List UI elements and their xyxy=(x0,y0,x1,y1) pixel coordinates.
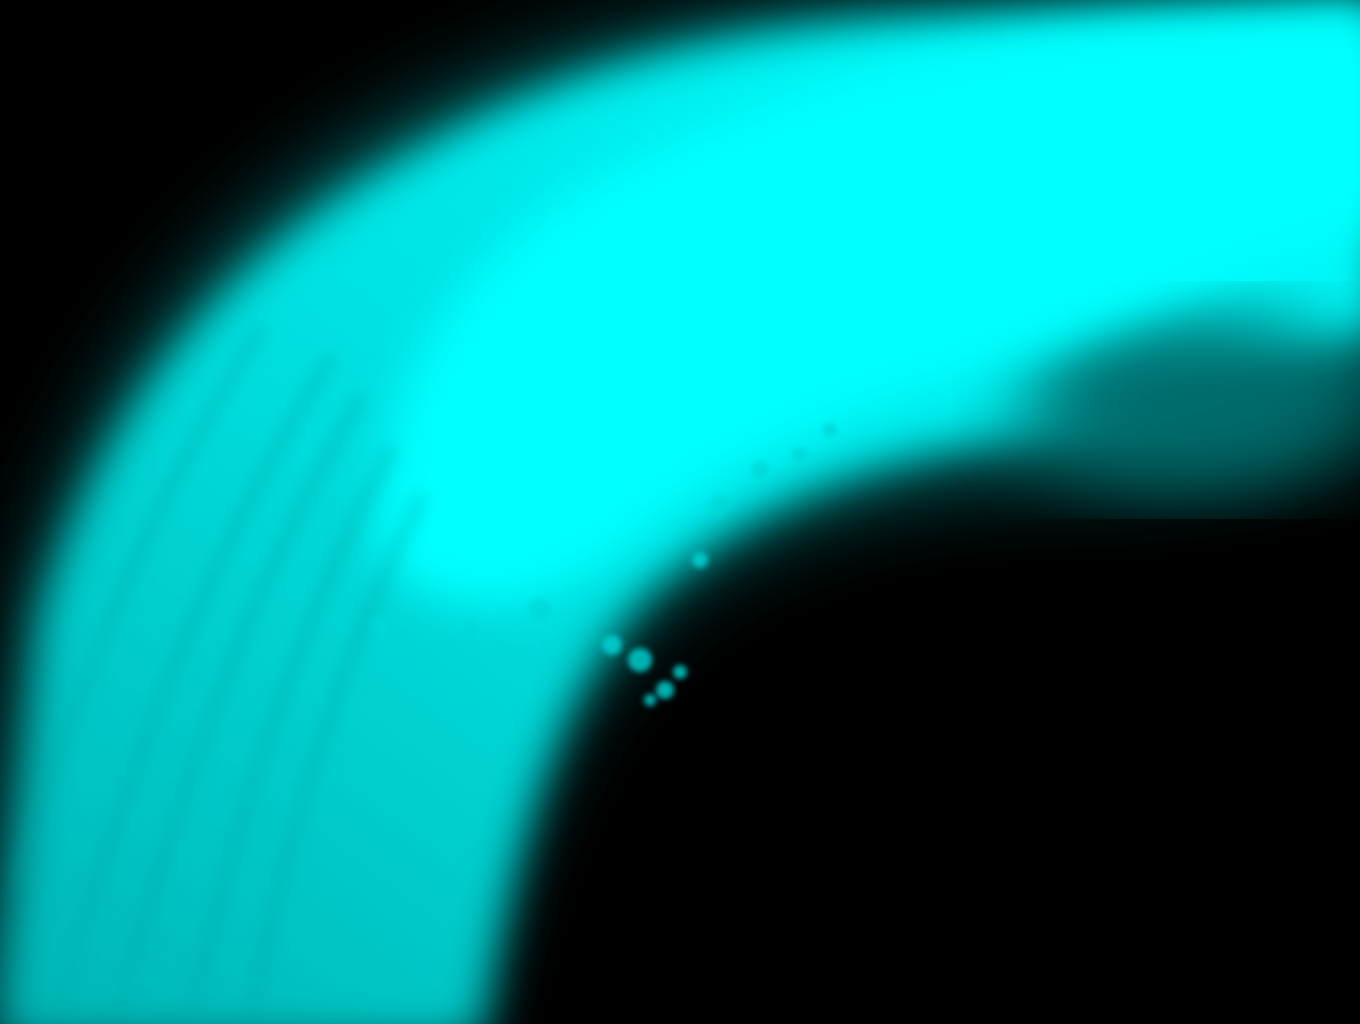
saturated-region xyxy=(430,60,1360,524)
fiber-streaks xyxy=(13,323,427,1024)
edge-speckles xyxy=(371,423,837,706)
dim-lobe xyxy=(1020,315,1360,485)
